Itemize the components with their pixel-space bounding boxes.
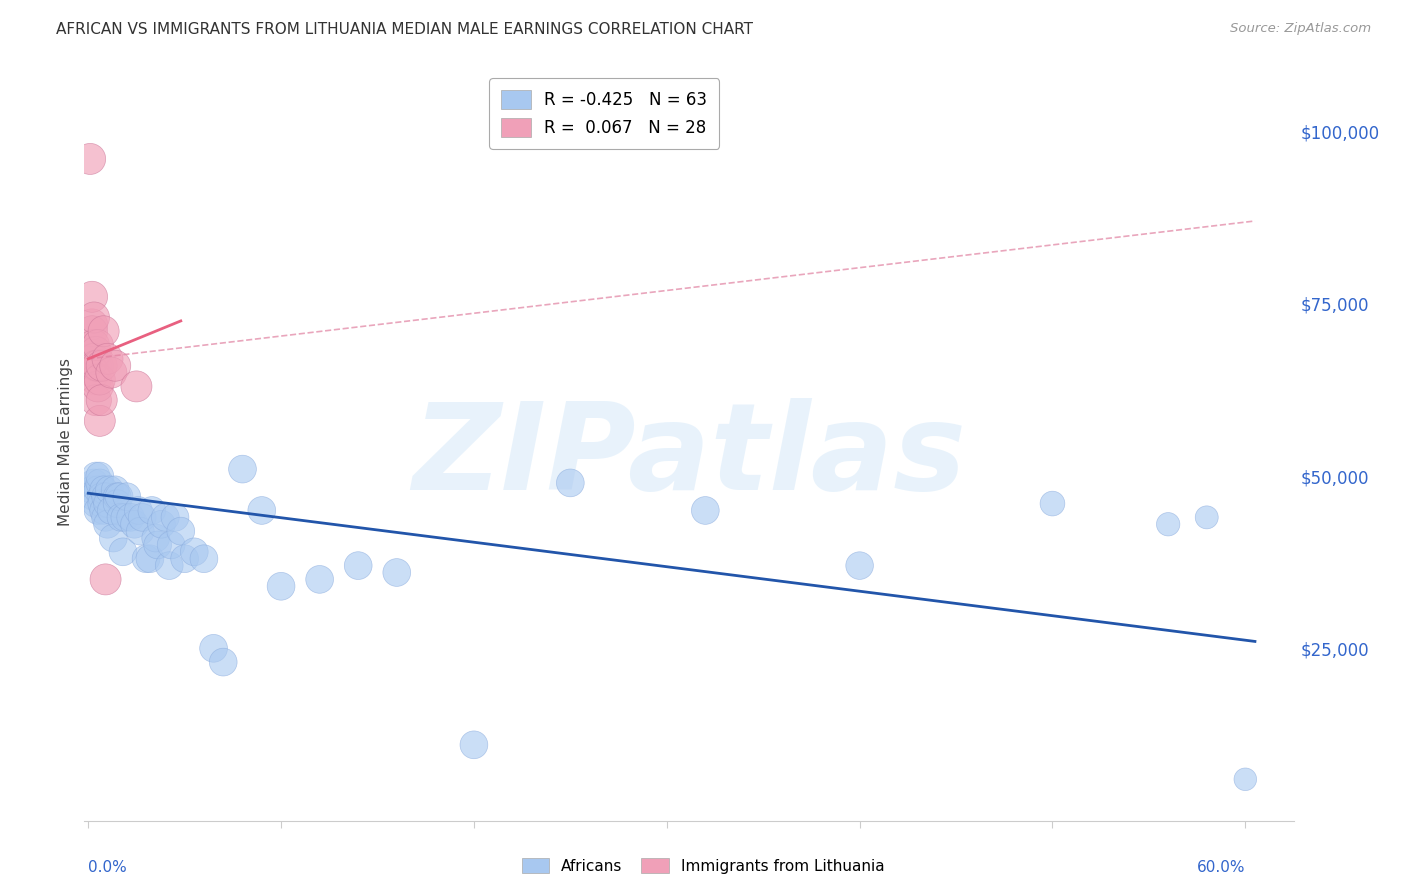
Point xyxy=(145,531,167,545)
Point xyxy=(89,372,111,386)
Point xyxy=(108,490,131,504)
Point xyxy=(202,641,225,656)
Legend: R = -0.425   N = 63, R =  0.067   N = 28: R = -0.425 N = 63, R = 0.067 N = 28 xyxy=(489,78,718,149)
Point xyxy=(111,545,134,559)
Y-axis label: Median Male Earnings: Median Male Earnings xyxy=(58,358,73,525)
Point xyxy=(94,490,117,504)
Point xyxy=(84,372,107,386)
Point xyxy=(84,469,107,483)
Point xyxy=(129,524,152,538)
Point xyxy=(560,475,582,490)
Point xyxy=(463,738,485,752)
Point xyxy=(87,338,110,352)
Text: 60.0%: 60.0% xyxy=(1197,860,1246,874)
Point xyxy=(212,655,235,669)
Point xyxy=(105,497,128,511)
Point xyxy=(100,366,122,380)
Point xyxy=(89,475,111,490)
Point xyxy=(98,483,121,497)
Point xyxy=(80,290,103,304)
Text: 0.0%: 0.0% xyxy=(89,860,127,874)
Point xyxy=(110,510,132,524)
Point xyxy=(125,379,148,393)
Point xyxy=(84,497,107,511)
Point xyxy=(173,551,195,566)
Point xyxy=(93,503,115,517)
Point xyxy=(79,345,101,359)
Point xyxy=(83,310,105,325)
Point xyxy=(84,393,107,408)
Point xyxy=(84,345,107,359)
Point xyxy=(89,469,111,483)
Point xyxy=(141,503,163,517)
Point xyxy=(848,558,870,573)
Text: AFRICAN VS IMMIGRANTS FROM LITHUANIA MEDIAN MALE EARNINGS CORRELATION CHART: AFRICAN VS IMMIGRANTS FROM LITHUANIA MED… xyxy=(56,22,754,37)
Point xyxy=(89,414,111,428)
Point xyxy=(93,324,115,338)
Point xyxy=(163,510,186,524)
Point xyxy=(96,351,118,366)
Point xyxy=(146,538,169,552)
Point xyxy=(104,483,127,497)
Point xyxy=(695,503,717,517)
Point xyxy=(83,490,105,504)
Point xyxy=(94,510,117,524)
Point xyxy=(1157,517,1180,532)
Point xyxy=(1234,772,1257,787)
Text: ZIPatlas: ZIPatlas xyxy=(412,398,966,516)
Point xyxy=(308,573,330,587)
Point xyxy=(80,483,103,497)
Point xyxy=(90,497,112,511)
Point xyxy=(1195,510,1218,524)
Point xyxy=(157,558,180,573)
Point xyxy=(120,510,142,524)
Point xyxy=(100,503,122,517)
Legend: Africans, Immigrants from Lithuania: Africans, Immigrants from Lithuania xyxy=(516,852,890,880)
Point xyxy=(160,538,183,552)
Point xyxy=(83,366,105,380)
Point xyxy=(83,366,105,380)
Point xyxy=(139,551,162,566)
Text: Source: ZipAtlas.com: Source: ZipAtlas.com xyxy=(1230,22,1371,36)
Point xyxy=(231,462,253,476)
Point xyxy=(105,490,128,504)
Point xyxy=(87,379,110,393)
Point xyxy=(104,359,127,373)
Point xyxy=(87,503,110,517)
Point xyxy=(96,517,118,532)
Point xyxy=(1042,497,1064,511)
Point xyxy=(80,351,103,366)
Point xyxy=(347,558,370,573)
Point xyxy=(90,393,112,408)
Point xyxy=(90,359,112,373)
Point xyxy=(83,338,105,352)
Point xyxy=(193,551,215,566)
Point xyxy=(90,490,112,504)
Point xyxy=(83,351,105,366)
Point xyxy=(170,524,193,538)
Point xyxy=(385,566,408,580)
Point xyxy=(96,497,118,511)
Point xyxy=(80,318,103,332)
Point xyxy=(83,475,105,490)
Point xyxy=(94,573,117,587)
Point xyxy=(80,324,103,338)
Point xyxy=(155,510,177,524)
Point xyxy=(250,503,273,517)
Point xyxy=(93,483,115,497)
Point xyxy=(270,579,292,593)
Point xyxy=(183,545,205,559)
Point xyxy=(79,152,101,166)
Point xyxy=(131,510,153,524)
Point xyxy=(135,551,157,566)
Point xyxy=(87,483,110,497)
Point xyxy=(103,531,125,545)
Point xyxy=(124,517,146,532)
Point xyxy=(114,510,136,524)
Point xyxy=(115,490,138,504)
Point xyxy=(127,503,149,517)
Point xyxy=(150,517,173,532)
Point xyxy=(87,359,110,373)
Point xyxy=(84,359,107,373)
